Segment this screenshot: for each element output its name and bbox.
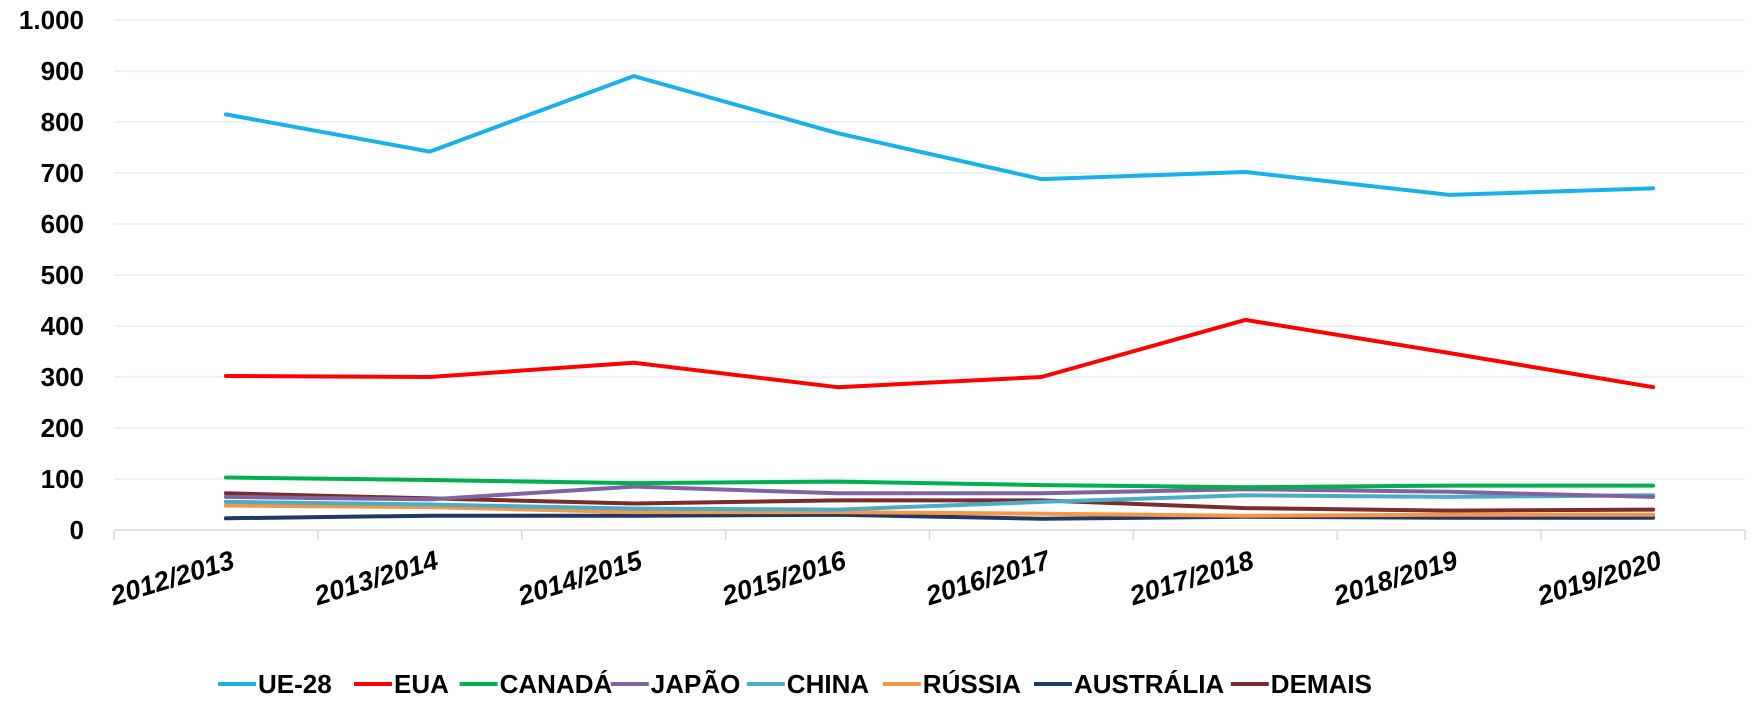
series-line [223, 503, 1656, 518]
y-tick-label: 1.000 [19, 5, 84, 35]
legend-label: UE-28 [258, 669, 332, 699]
x-tick-label: 2012/2013 [106, 545, 238, 611]
series-lines [223, 74, 1656, 521]
x-tick-label: 2019/2020 [1533, 545, 1665, 611]
legend-label: CHINA [787, 669, 870, 699]
series-line [223, 512, 1656, 521]
x-tick-label: 2018/2019 [1329, 545, 1461, 611]
y-axis-ticks: 0 100 200 300 400 500 600 700 800 900 1.000 [19, 5, 84, 545]
legend-label: RÚSSIA [923, 669, 1021, 699]
legend-label: EUA [394, 669, 449, 699]
gridlines [114, 19, 1745, 531]
series-line [223, 74, 1656, 197]
y-tick-label: 400 [41, 311, 84, 341]
y-tick-label: 0 [70, 515, 84, 545]
x-tick-label: 2015/2016 [718, 545, 851, 612]
legend: UE-28 EUA CANADÁ JAPÃO CHINA RÚSSIA AUSTRÁLIA D… [218, 669, 1372, 699]
series-line [223, 484, 1656, 502]
legend-label: JAPÃO [651, 669, 741, 699]
series-line [223, 317, 1656, 390]
x-tick-label: 2013/2014 [310, 545, 442, 611]
y-tick-label: 900 [41, 56, 84, 86]
legend-label: AUSTRÁLIA [1074, 669, 1224, 699]
y-tick-label: 100 [41, 464, 84, 494]
legend-label: DEMAIS [1271, 669, 1372, 699]
y-tick-label: 200 [41, 413, 84, 443]
y-tick-label: 700 [41, 158, 84, 188]
y-tick-label: 500 [41, 260, 84, 290]
x-tick-label: 2016/2017 [921, 544, 1055, 611]
x-axis-ticks: 2012/2013 2013/2014 2014/2015 2015/2016 2016… [106, 544, 1665, 611]
legend-label: CANADÁ [500, 669, 613, 699]
series-line [223, 475, 1656, 490]
x-tick-label: 2014/2015 [514, 545, 647, 612]
x-axis [113, 529, 1746, 540]
y-tick-label: 300 [41, 362, 84, 392]
y-tick-label: 800 [41, 107, 84, 137]
series-line [223, 493, 1656, 512]
y-tick-label: 600 [41, 209, 84, 239]
x-tick-label: 2017/2018 [1125, 545, 1257, 611]
